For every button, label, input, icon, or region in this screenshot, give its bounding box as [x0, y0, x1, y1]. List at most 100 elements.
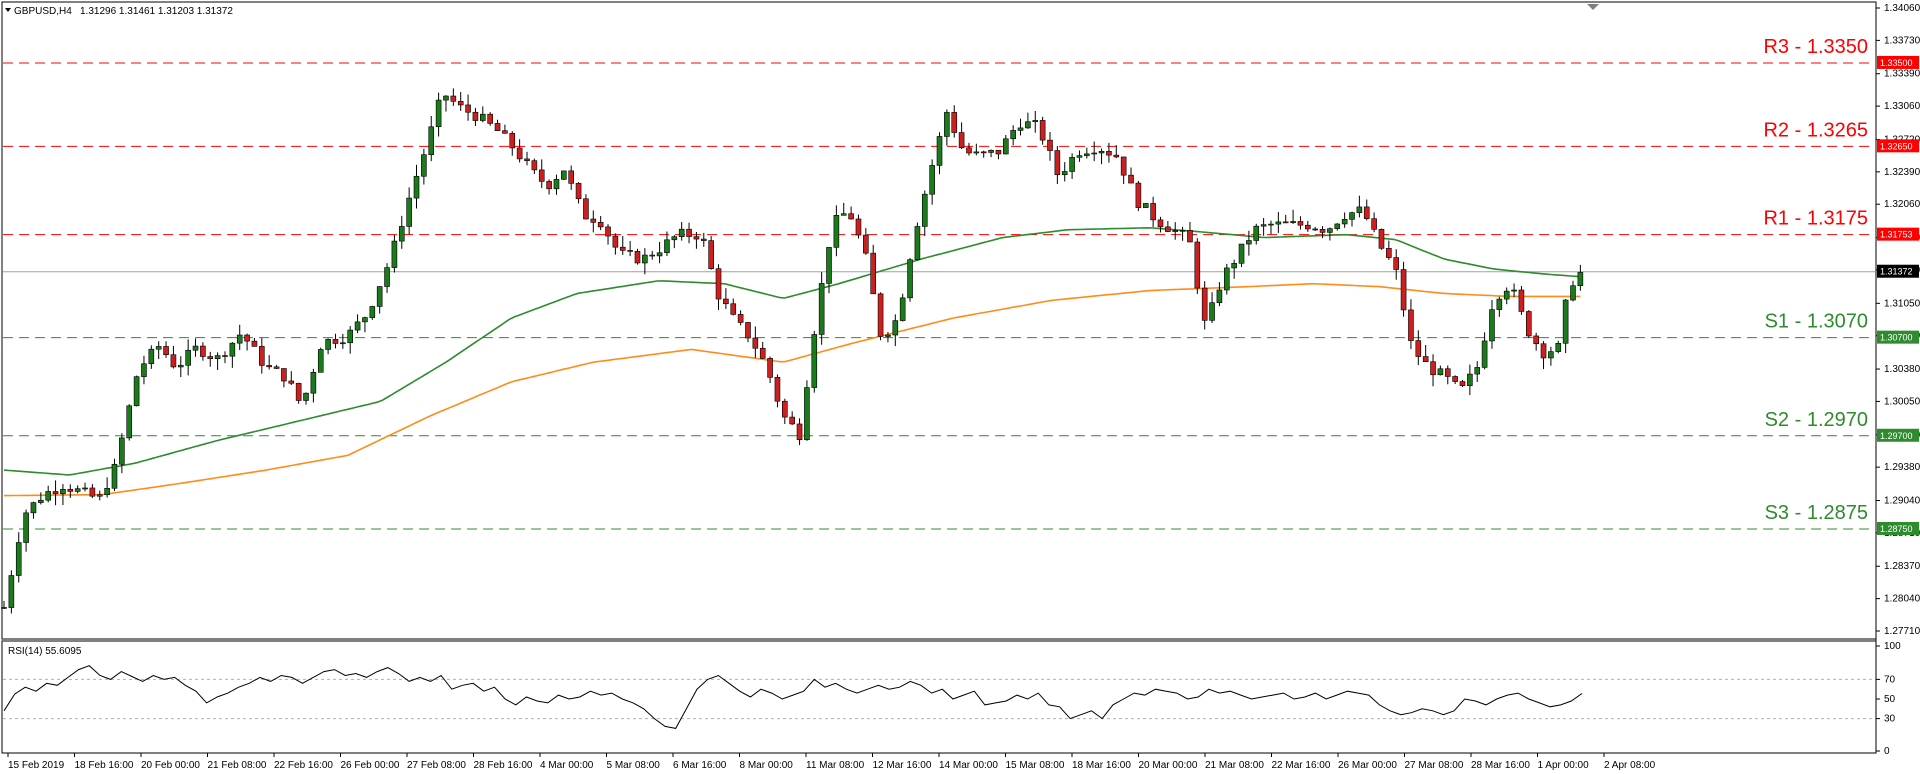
current-price-tag — [1877, 264, 1919, 278]
candle-body — [899, 297, 906, 321]
candle-body — [1452, 376, 1458, 382]
collapse-triangle-icon[interactable] — [5, 8, 11, 12]
ma-fast-line — [3, 226, 1581, 476]
candle-body — [1577, 272, 1584, 287]
candle-body — [192, 345, 199, 351]
candle-body — [1246, 240, 1252, 245]
candle-body — [1555, 343, 1562, 352]
candle-body — [1216, 289, 1223, 304]
candle-body — [995, 149, 1002, 155]
level-price-tag-text: 1.28750 — [1880, 524, 1913, 534]
level-price-tag — [1877, 521, 1919, 535]
candle-body — [546, 181, 552, 190]
rsi-tick-label: 70 — [1884, 674, 1896, 685]
candle-body — [524, 158, 530, 161]
candle-body — [597, 222, 604, 228]
candle-body — [214, 355, 221, 359]
candle-body — [1238, 243, 1245, 264]
candle-body — [1518, 289, 1525, 312]
candle-body — [295, 383, 302, 401]
candle-body — [1349, 212, 1355, 220]
level-label-support: S2 - 1.2970 — [1765, 409, 1868, 431]
candle-body — [863, 234, 869, 254]
candle-body — [840, 213, 847, 216]
candle-body — [67, 488, 74, 492]
candle-body — [907, 259, 913, 299]
candle-body — [1120, 156, 1127, 176]
candle-body — [1150, 203, 1156, 221]
current-price-tag-text: 1.31372 — [1880, 267, 1913, 277]
candle-body — [38, 499, 44, 503]
candle-body — [236, 334, 243, 344]
candle-body — [892, 320, 899, 336]
candle-body — [678, 228, 685, 237]
candle-body — [126, 405, 133, 439]
candle-body — [30, 502, 37, 514]
candle-body — [1437, 368, 1444, 376]
candle-body — [642, 254, 648, 264]
candle-body — [222, 355, 228, 357]
candle-body — [406, 197, 412, 227]
candle-body — [1533, 335, 1539, 345]
candle-body — [362, 317, 368, 323]
candle-body — [730, 303, 737, 315]
candle-body — [141, 363, 147, 377]
candle-body — [251, 340, 258, 347]
time-tick-label: 27 Feb 08:00 — [407, 760, 466, 771]
rsi-tick-label: 30 — [1884, 714, 1896, 725]
ohlc-values: 1.31296 1.31461 1.31203 1.31372 — [80, 6, 233, 17]
candle-body — [929, 165, 935, 195]
candle-body — [185, 349, 191, 366]
candle-body — [244, 334, 250, 342]
candle-body — [870, 252, 877, 295]
candle-body — [82, 487, 88, 490]
candle-body — [553, 179, 560, 190]
candle-body — [1113, 154, 1120, 158]
candle-body — [45, 491, 51, 501]
price-tick-label: 1.28040 — [1884, 594, 1920, 605]
candle-body — [723, 298, 729, 305]
candle-body — [509, 132, 516, 149]
candle-body — [914, 226, 921, 260]
candle-body — [1076, 155, 1083, 158]
candle-body — [1142, 203, 1149, 208]
candle-body — [1209, 302, 1215, 321]
scroll-marker-icon[interactable] — [1587, 4, 1599, 10]
candle-body — [1415, 340, 1422, 357]
candle-body — [568, 170, 574, 184]
candle-body — [1106, 151, 1112, 156]
candle-body — [1327, 228, 1333, 233]
rsi-pane-frame — [1, 640, 1877, 754]
candle-body — [1496, 298, 1503, 310]
time-tick-label: 5 Mar 08:00 — [607, 760, 661, 771]
candle-body — [1187, 230, 1193, 243]
rsi-line — [3, 665, 1583, 729]
rsi-tick-label: 0 — [1884, 746, 1890, 757]
candle-body — [958, 132, 965, 149]
price-tick-label: 1.27710 — [1884, 626, 1920, 637]
candle-body — [531, 160, 538, 171]
candle-body — [155, 346, 162, 350]
candle-body — [1025, 121, 1031, 129]
candle-body — [15, 542, 22, 576]
candle-body — [1098, 151, 1105, 154]
candle-body — [369, 306, 376, 318]
symbol-label: GBPUSD,H4 — [14, 6, 72, 17]
candle-body — [1422, 356, 1429, 363]
candle-body — [1260, 224, 1267, 227]
candle-body — [1525, 311, 1532, 337]
price-tick-label: 1.30380 — [1884, 364, 1920, 375]
candle-body — [502, 130, 508, 134]
candle-body — [52, 491, 59, 495]
candle-body — [177, 364, 184, 368]
candle-body — [1003, 138, 1009, 155]
candle-body — [767, 358, 773, 378]
candle-body — [288, 380, 295, 384]
time-tick-label: 28 Mar 16:00 — [1471, 760, 1530, 771]
candle-body — [804, 387, 810, 440]
candle-body — [340, 342, 346, 345]
candle-body — [745, 322, 751, 339]
level-label-resistance: R2 - 1.3265 — [1763, 119, 1868, 141]
level-price-tag — [1877, 227, 1919, 241]
